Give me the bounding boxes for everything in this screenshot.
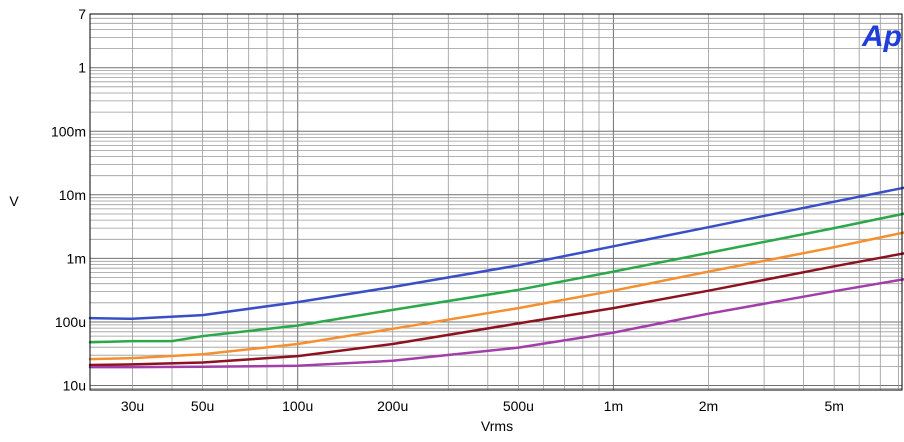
x-axis-label: Vrms (481, 418, 513, 434)
y-tick-label: 7 (78, 6, 86, 22)
x-tick-labels: 30u50u100u200u500u1m2m5m10m20m50m100m200… (121, 398, 844, 414)
y-tick-label: 1m (67, 250, 86, 266)
x-tick-label: 500u (503, 398, 534, 414)
grid (90, 13, 902, 390)
ap-logo: Ap (861, 20, 902, 53)
x-tick-label: 100u (282, 398, 313, 414)
x-tick-label: 2m (699, 398, 718, 414)
series-line-2 (88, 212, 904, 344)
y-tick-label: 100m (51, 123, 86, 139)
series-layer (88, 186, 904, 369)
y-tick-label: 100u (55, 314, 86, 330)
plot-frame (89, 13, 903, 391)
y-tick-label: 10m (59, 187, 86, 203)
y-tick-label: 1 (78, 60, 86, 76)
x-tick-label: 50u (191, 398, 214, 414)
series-line-5 (88, 277, 904, 369)
x-tick-label: 200u (377, 398, 408, 414)
y-tick-labels: 7 1 100m 10m 1m 100u 10u (51, 6, 86, 394)
series-line-3 (88, 231, 904, 361)
series-line-4 (88, 252, 904, 367)
x-tick-label: 1m (604, 398, 623, 414)
y-axis-label: V (9, 193, 19, 209)
x-tick-label: 30u (121, 398, 144, 414)
x-tick-label: 5m (824, 398, 843, 414)
series-line-1 (88, 186, 904, 321)
y-tick-label: 10u (63, 378, 86, 394)
